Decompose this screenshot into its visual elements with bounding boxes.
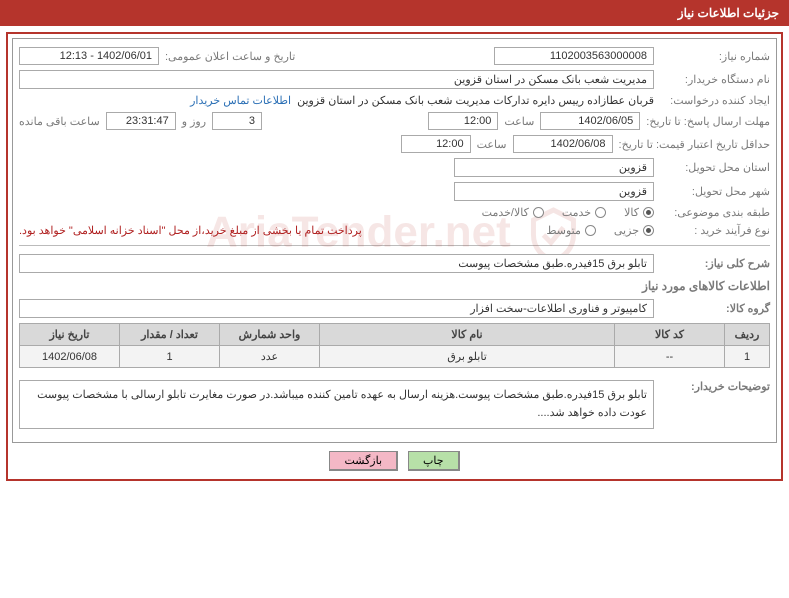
button-row: چاپ بازگشت <box>12 443 777 475</box>
deadline-label: مهلت ارسال پاسخ: تا تاریخ: <box>646 115 770 128</box>
radio-goods-service-label: کالا/خدمت <box>482 206 529 219</box>
radio-dot-icon <box>585 225 596 236</box>
th-code: کد کالا <box>615 324 725 346</box>
summary-field: تابلو برق 15فیدره.طبق مشخصات پیوست <box>19 254 654 273</box>
radio-goods-label: کالا <box>624 206 639 219</box>
row-deadline: مهلت ارسال پاسخ: تا تاریخ: 1402/06/05 سا… <box>19 112 770 130</box>
td-date: 1402/06/08 <box>20 346 120 368</box>
group-label: گروه کالا: <box>660 302 770 315</box>
requester-label: ایجاد کننده درخواست: <box>660 94 770 107</box>
radio-partial[interactable]: جزیی <box>614 224 654 237</box>
announce-field: 1402/06/01 - 12:13 <box>19 47 159 65</box>
countdown-field: 23:31:47 <box>106 112 176 130</box>
td-code: -- <box>615 346 725 368</box>
radio-dot-icon <box>595 207 606 218</box>
buyer-desc-label: توضیحات خریدار: <box>660 374 770 393</box>
radio-dot-icon <box>643 225 654 236</box>
need-number-label: شماره نیاز: <box>660 50 770 63</box>
radio-medium[interactable]: متوسط <box>546 224 596 237</box>
group-field: کامپیوتر و فناوری اطلاعات-سخت افزار <box>19 299 654 318</box>
td-name: تابلو برق <box>320 346 615 368</box>
buyer-org-field: مدیریت شعب بانک مسکن در استان قزوین <box>19 70 654 89</box>
min-valid-date-field: 1402/06/08 <box>513 135 613 153</box>
radio-goods-service[interactable]: کالا/خدمت <box>482 206 544 219</box>
td-row: 1 <box>725 346 770 368</box>
divider <box>19 245 770 246</box>
goods-section-title: اطلاعات کالاهای مورد نیاز <box>19 279 770 293</box>
province-label: استان محل تحویل: <box>660 161 770 174</box>
radio-medium-label: متوسط <box>546 224 581 237</box>
deadline-time-label: ساعت <box>504 115 534 128</box>
radio-dot-icon <box>533 207 544 218</box>
row-buyer-org: نام دستگاه خریدار: مدیریت شعب بانک مسکن … <box>19 70 770 89</box>
summary-label: شرح کلی نیاز: <box>660 257 770 270</box>
th-qty: تعداد / مقدار <box>120 324 220 346</box>
requester-value: قربان عطازاده رییس دایره تدارکات مدیریت … <box>297 94 654 107</box>
row-requester: ایجاد کننده درخواست: قربان عطازاده رییس … <box>19 94 770 107</box>
row-min-valid: حداقل تاریخ اعتبار قیمت: تا تاریخ: 1402/… <box>19 135 770 153</box>
category-label: طبقه بندی موضوعی: <box>660 206 770 219</box>
th-unit: واحد شمارش <box>220 324 320 346</box>
min-valid-label: حداقل تاریخ اعتبار قیمت: تا تاریخ: <box>619 138 770 151</box>
row-city: شهر محل تحویل: قزوین <box>19 182 770 201</box>
table-header-row: ردیف کد کالا نام کالا واحد شمارش تعداد /… <box>20 324 770 346</box>
row-process: نوع فرآیند خرید : جزیی متوسط پرداخت تمام… <box>19 224 770 237</box>
th-date: تاریخ نیاز <box>20 324 120 346</box>
row-group: گروه کالا: کامپیوتر و فناوری اطلاعات-سخت… <box>19 299 770 318</box>
radio-service[interactable]: خدمت <box>562 206 606 219</box>
row-summary: شرح کلی نیاز: تابلو برق 15فیدره.طبق مشخص… <box>19 254 770 273</box>
city-field: قزوین <box>454 182 654 201</box>
announce-label: تاریخ و ساعت اعلان عمومی: <box>165 50 295 63</box>
th-name: نام کالا <box>320 324 615 346</box>
deadline-time-field: 12:00 <box>428 112 498 130</box>
process-label: نوع فرآیند خرید : <box>660 224 770 237</box>
category-radio-group: کالا خدمت کالا/خدمت <box>482 206 654 219</box>
min-valid-time-label: ساعت <box>477 138 507 151</box>
days-field: 3 <box>212 112 262 130</box>
print-button[interactable]: چاپ <box>408 451 460 471</box>
buyer-contact-link[interactable]: اطلاعات تماس خریدار <box>190 94 291 107</box>
buyer-org-label: نام دستگاه خریدار: <box>660 73 770 86</box>
row-province: استان محل تحویل: قزوین <box>19 158 770 177</box>
details-panel: AriaTender.net شماره نیاز: 1102003563000… <box>12 38 777 443</box>
goods-table: ردیف کد کالا نام کالا واحد شمارش تعداد /… <box>19 323 770 368</box>
th-row: ردیف <box>725 324 770 346</box>
table-row: 1 -- تابلو برق عدد 1 1402/06/08 <box>20 346 770 368</box>
panel-title: جزئیات اطلاعات نیاز <box>678 6 779 20</box>
process-radio-group: جزیی متوسط <box>546 224 654 237</box>
row-need-number: شماره نیاز: 1102003563000008 تاریخ و ساع… <box>19 47 770 65</box>
row-buyer-desc: توضیحات خریدار: تابلو برق 15فیدره.طبق مش… <box>19 374 770 429</box>
remaining-label: ساعت باقی مانده <box>19 115 100 128</box>
need-number-field: 1102003563000008 <box>494 47 654 65</box>
back-button[interactable]: بازگشت <box>329 451 398 471</box>
radio-partial-label: جزیی <box>614 224 639 237</box>
payment-note: پرداخت تمام یا بخشی از مبلغ خرید،از محل … <box>19 224 362 237</box>
td-qty: 1 <box>120 346 220 368</box>
days-and-label: روز و <box>182 115 206 128</box>
panel-header: جزئیات اطلاعات نیاز <box>0 0 789 26</box>
row-category: طبقه بندی موضوعی: کالا خدمت کالا/خدمت <box>19 206 770 219</box>
td-unit: عدد <box>220 346 320 368</box>
city-label: شهر محل تحویل: <box>660 185 770 198</box>
deadline-date-field: 1402/06/05 <box>540 112 640 130</box>
min-valid-time-field: 12:00 <box>401 135 471 153</box>
outer-frame: AriaTender.net شماره نیاز: 1102003563000… <box>6 32 783 481</box>
radio-dot-icon <box>643 207 654 218</box>
radio-service-label: خدمت <box>562 206 591 219</box>
province-field: قزوین <box>454 158 654 177</box>
buyer-desc-box: تابلو برق 15فیدره.طبق مشخصات پیوست.هزینه… <box>19 380 654 429</box>
radio-goods[interactable]: کالا <box>624 206 654 219</box>
